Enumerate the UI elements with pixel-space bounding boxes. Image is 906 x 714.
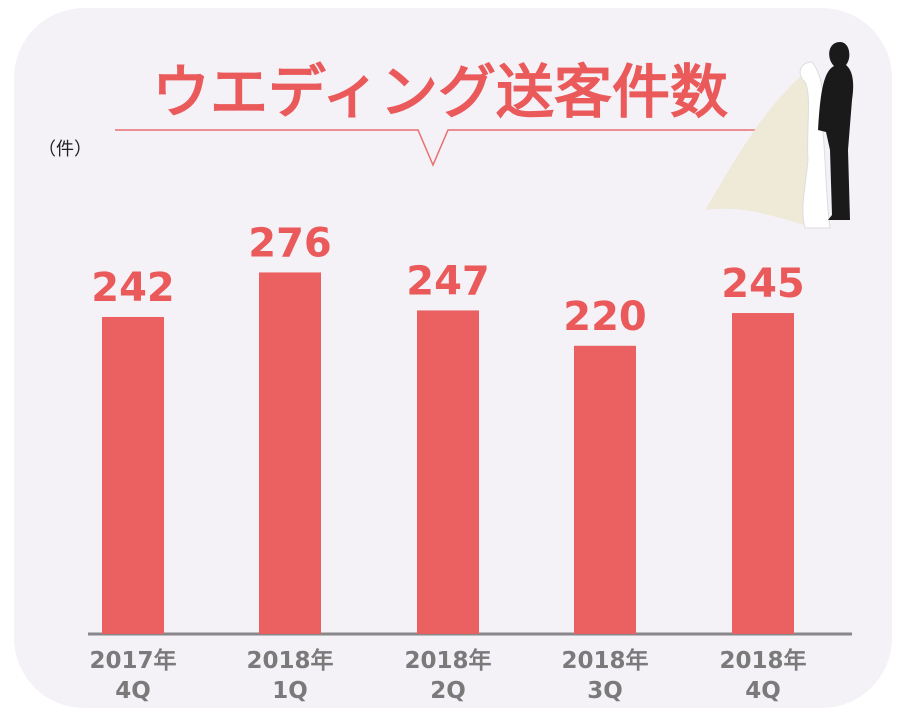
x-tick-label: 2018年 1Q bbox=[246, 648, 334, 704]
value-label: 220 bbox=[563, 294, 647, 340]
chart-title: ウエディング送客件数 bbox=[152, 58, 728, 126]
bar bbox=[417, 310, 479, 634]
couple-silhouette bbox=[705, 42, 854, 229]
unit-label: （件） bbox=[38, 139, 92, 160]
value-label: 245 bbox=[721, 261, 805, 307]
bar bbox=[574, 345, 636, 634]
x-tick-label: 2017年 4Q bbox=[89, 648, 177, 704]
title-underline bbox=[115, 129, 800, 167]
bar bbox=[732, 313, 794, 634]
bar bbox=[259, 272, 321, 634]
bar bbox=[102, 316, 164, 634]
value-label: 242 bbox=[91, 265, 175, 311]
x-tick-label: 2018年 3Q bbox=[561, 648, 649, 704]
x-tick-label: 2018年 4Q bbox=[719, 648, 807, 704]
x-tick-label: 2018年 2Q bbox=[404, 648, 492, 704]
value-label: 276 bbox=[248, 220, 332, 266]
value-label: 247 bbox=[406, 258, 490, 304]
